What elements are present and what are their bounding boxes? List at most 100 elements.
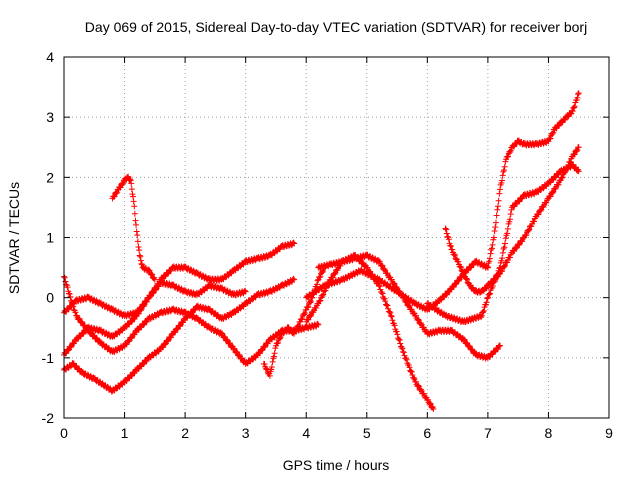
data-point <box>75 365 82 372</box>
data-point <box>274 339 281 346</box>
data-point <box>67 293 74 300</box>
data-point <box>575 91 582 98</box>
data-point <box>398 344 405 351</box>
data-point <box>125 338 132 345</box>
data-point <box>478 314 485 321</box>
data-point <box>242 288 249 295</box>
data-series-track-f <box>260 264 328 379</box>
data-point <box>264 369 271 376</box>
data-point <box>447 243 454 250</box>
data-point <box>388 312 394 319</box>
data-point <box>504 153 511 160</box>
data-point <box>150 290 157 297</box>
data-point <box>77 333 84 340</box>
data-point <box>90 332 97 339</box>
data-point <box>410 374 417 381</box>
data-point <box>411 376 418 383</box>
data-point <box>488 245 495 252</box>
data-point <box>484 264 491 271</box>
y-tick-label: 3 <box>46 109 54 125</box>
data-point <box>64 284 71 291</box>
data-point <box>396 336 403 343</box>
data-point <box>65 290 72 297</box>
data-point <box>113 190 120 197</box>
data-point <box>391 280 398 287</box>
data-point <box>499 177 506 184</box>
data-point <box>62 278 69 285</box>
data-point <box>408 368 415 375</box>
data-point <box>132 217 139 224</box>
data-point <box>443 226 450 233</box>
y-tick-label: 4 <box>46 49 54 65</box>
data-point <box>315 300 322 307</box>
data-point <box>114 189 121 196</box>
data-point <box>415 382 422 389</box>
data-point <box>401 352 408 359</box>
data-point <box>486 258 493 265</box>
data-point <box>72 309 79 316</box>
data-point <box>128 186 135 193</box>
data-point <box>274 340 281 347</box>
data-point <box>130 198 137 205</box>
data-point <box>217 329 224 336</box>
data-point <box>495 343 502 350</box>
data-point <box>499 172 506 179</box>
data-point <box>309 308 316 315</box>
data-point <box>305 316 312 323</box>
data-point <box>391 322 398 329</box>
data-series-track-l <box>424 161 582 326</box>
data-point <box>537 207 544 214</box>
data-point <box>571 103 578 110</box>
data-point <box>550 129 557 136</box>
data-point <box>555 181 562 188</box>
data-point <box>65 306 72 313</box>
data-point <box>400 349 407 356</box>
data-point <box>486 291 493 298</box>
data-point <box>549 189 556 196</box>
data-point <box>376 283 383 290</box>
data-point <box>567 158 574 165</box>
data-point <box>135 310 142 317</box>
data-point <box>452 281 459 288</box>
data-point <box>451 251 458 258</box>
data-point <box>128 180 135 187</box>
data-point <box>492 275 499 282</box>
data-point <box>301 311 308 318</box>
data-point <box>507 211 514 218</box>
data-point <box>461 270 468 277</box>
data-point <box>557 177 564 184</box>
data-point <box>500 263 507 270</box>
data-point <box>484 263 491 270</box>
data-point <box>125 321 132 328</box>
data-point <box>492 219 499 226</box>
data-point <box>388 276 395 283</box>
data-point <box>415 383 422 390</box>
data-point <box>506 254 513 261</box>
data-point <box>61 274 68 281</box>
data-point <box>539 203 546 210</box>
data-point <box>263 365 270 372</box>
data-point <box>75 315 82 322</box>
data-point <box>295 322 302 329</box>
data-point <box>131 203 138 210</box>
data-point <box>524 227 531 234</box>
data-point <box>497 264 503 271</box>
data-point <box>531 218 538 225</box>
data-point <box>66 290 73 297</box>
data-point <box>143 299 150 306</box>
data-point <box>523 231 530 238</box>
data-point <box>319 269 326 276</box>
data-point <box>127 176 134 183</box>
data-point <box>480 307 487 314</box>
data-point <box>569 108 576 115</box>
data-point <box>135 244 142 251</box>
data-point <box>293 327 300 334</box>
data-point <box>463 275 470 282</box>
data-point <box>464 276 471 283</box>
data-point <box>463 339 470 346</box>
data-point <box>417 320 424 327</box>
data-point <box>402 355 409 362</box>
data-point <box>266 372 273 379</box>
data-point <box>379 290 386 297</box>
